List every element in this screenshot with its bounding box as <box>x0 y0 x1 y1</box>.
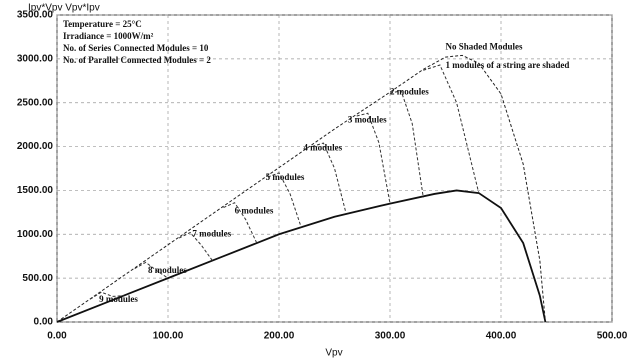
curve-label: 8 modules <box>148 265 187 275</box>
series-line <box>223 202 258 244</box>
y-tick-label: 2500.00 <box>17 97 54 108</box>
series-line <box>389 90 424 198</box>
curve-label: 2 modules <box>390 86 429 96</box>
x-axis-label: Vpv <box>325 348 342 359</box>
curve-label: 7 modules <box>192 228 231 238</box>
y-tick-label: 3000.00 <box>17 53 54 64</box>
series-line <box>134 261 169 279</box>
x-tick-label: 400.00 <box>486 331 517 342</box>
series-line <box>423 64 480 194</box>
curve-label: 1 modules of a string are shaded <box>446 60 570 70</box>
info-text: No. of Series Connected Modules = 10 <box>63 43 209 53</box>
series-line <box>90 291 124 300</box>
series-line <box>267 172 302 228</box>
y-axis-label: Ipv*Vpv Vpv*Ipv <box>28 3 100 14</box>
y-tick-label: 2000.00 <box>17 141 54 152</box>
x-tick-label: 300.00 <box>375 331 406 342</box>
info-text: Irradiance = 1000W/m² <box>63 31 154 41</box>
series-line <box>56 54 546 323</box>
series-line <box>178 231 213 261</box>
info-text: No. of Parallel Connected Modules = 2 <box>63 55 211 65</box>
curve-label: 9 modules <box>99 294 138 304</box>
y-tick-label: 1500.00 <box>17 185 54 196</box>
y-tick-label: 0.00 <box>34 317 54 328</box>
x-tick-label: 100.00 <box>153 331 184 342</box>
curve-label: 6 modules <box>235 206 274 216</box>
y-tick-label: 1000.00 <box>17 229 54 240</box>
x-tick-label: 200.00 <box>264 331 295 342</box>
series-line <box>56 189 547 323</box>
y-tick-label: 3500.00 <box>17 10 54 21</box>
x-tick-label: 0.00 <box>47 331 67 342</box>
info-text: Temperature = 25°C <box>63 19 142 29</box>
curve-label: 4 modules <box>303 142 342 152</box>
series-line <box>312 142 347 212</box>
series-line <box>356 112 391 204</box>
curve-label: 3 modules <box>348 114 387 124</box>
curve-label: No Shaded Modules <box>446 42 524 52</box>
x-tick-label: 500.00 <box>597 331 628 342</box>
curve-label: 5 modules <box>266 172 305 182</box>
y-tick-label: 500.00 <box>22 273 53 284</box>
